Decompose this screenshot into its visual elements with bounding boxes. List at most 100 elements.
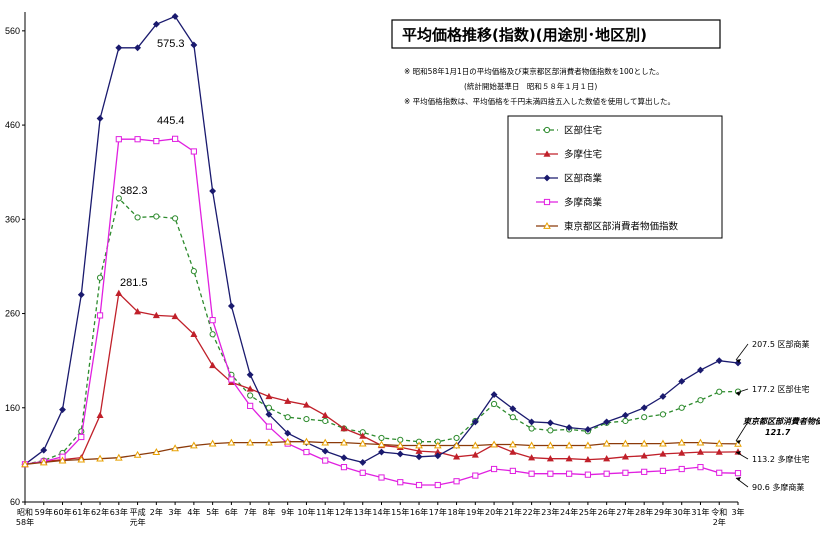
x-tick-label: 昭和 <box>17 508 33 517</box>
data-point <box>452 441 461 449</box>
data-point <box>115 289 123 296</box>
data-point <box>716 388 723 395</box>
data-point <box>359 458 367 466</box>
data-point <box>547 427 554 434</box>
data-point <box>640 439 649 447</box>
x-tick-label: 59年 <box>35 507 53 517</box>
data-point <box>152 448 161 455</box>
data-point <box>677 438 686 446</box>
x-tick-label: 17年 <box>429 507 447 517</box>
data-point <box>715 357 723 365</box>
data-point <box>546 441 555 449</box>
data-point <box>566 470 573 477</box>
legend-item: 東京都区部消費者物価指数 <box>536 221 679 233</box>
data-point <box>659 393 667 400</box>
data-point <box>602 439 611 447</box>
data-point <box>378 474 385 481</box>
x-tick-label: 21年 <box>504 507 522 517</box>
data-point <box>321 411 329 419</box>
data-point <box>415 453 423 461</box>
x-tick-label: 62年 <box>91 507 109 517</box>
data-point <box>172 215 179 222</box>
data-point <box>265 423 273 430</box>
data-point <box>134 308 142 315</box>
x-tick-label: 28年 <box>635 507 653 517</box>
legend-marker <box>543 198 551 206</box>
x-tick-label: 60年 <box>53 507 71 517</box>
data-point <box>471 451 479 458</box>
end-label-text: 207.5 区部商業 <box>752 339 809 349</box>
x-tick-label: 令和 <box>711 507 727 517</box>
y-tick-label: 60 <box>10 497 20 507</box>
data-point <box>621 453 629 460</box>
x-tick-label: 平成 <box>130 507 146 517</box>
arrow-head <box>736 392 741 396</box>
x-tick-label: 2年 <box>713 517 726 527</box>
series-2 <box>21 13 742 468</box>
x-tick-label: 10年 <box>297 507 315 517</box>
data-point <box>678 377 686 385</box>
data-point <box>134 136 141 143</box>
data-point <box>77 291 85 299</box>
data-point <box>415 481 423 489</box>
data-point <box>396 441 405 449</box>
end-label-text: 90.6 多摩商業 <box>752 482 804 492</box>
x-tick-label: 19年 <box>466 507 484 517</box>
data-point <box>321 438 330 446</box>
end-label-text: 113.2 多摩住宅 <box>752 454 809 464</box>
x-tick-label: 24年 <box>560 507 578 517</box>
data-point <box>397 479 404 486</box>
x-tick-label: 9年 <box>281 507 294 517</box>
data-point <box>228 376 235 383</box>
data-point <box>696 448 704 455</box>
data-point <box>471 418 479 426</box>
end-label-text: 177.2 区部住宅 <box>752 384 809 394</box>
data-point <box>303 415 310 423</box>
chart-title-box: 平均価格推移(指数)(用途別･地区別) <box>391 19 721 49</box>
data-point <box>208 439 217 447</box>
x-tick-label: 元年 <box>130 517 146 527</box>
data-point <box>621 439 630 447</box>
data-point <box>134 214 141 221</box>
data-point <box>471 441 480 449</box>
series-3 <box>21 135 742 489</box>
data-point <box>659 439 667 447</box>
x-tick-label: 26年 <box>598 507 616 517</box>
data-point <box>546 419 554 427</box>
x-tick-label: 2年 <box>150 507 163 517</box>
data-point <box>152 311 160 319</box>
data-point <box>134 44 142 52</box>
note-2: (統計開始基準日 昭和５８年１月１日) <box>464 81 597 91</box>
legend-item: 多摩商業 <box>536 197 603 209</box>
data-point <box>678 449 686 456</box>
data-point <box>246 371 254 379</box>
data-point <box>114 453 123 461</box>
x-tick-label: 30年 <box>673 507 691 517</box>
data-point <box>190 441 198 449</box>
arrow-head <box>736 451 741 455</box>
data-point <box>115 136 122 143</box>
x-tick-label: 16年 <box>410 507 428 517</box>
x-tick-label: 27年 <box>616 507 634 517</box>
data-point <box>641 414 648 421</box>
y-tick-label: 160 <box>5 403 20 413</box>
data-point <box>697 397 704 404</box>
data-point <box>153 213 160 220</box>
end-label-arrow <box>735 421 749 442</box>
data-point <box>359 432 367 439</box>
data-point <box>584 471 591 478</box>
data-point <box>39 458 48 466</box>
data-point <box>209 187 217 195</box>
legend-item: 区部商業 <box>536 173 603 185</box>
x-tick-label: 14年 <box>372 507 390 517</box>
data-point <box>528 470 535 477</box>
end-label-arrow <box>735 343 749 361</box>
data-point <box>96 274 104 281</box>
data-point <box>453 434 460 442</box>
data-point <box>603 455 611 462</box>
data-point <box>265 392 273 400</box>
data-point <box>96 411 104 419</box>
x-tick-label: 8年 <box>262 507 275 517</box>
x-tick-label: 3年 <box>731 507 744 517</box>
